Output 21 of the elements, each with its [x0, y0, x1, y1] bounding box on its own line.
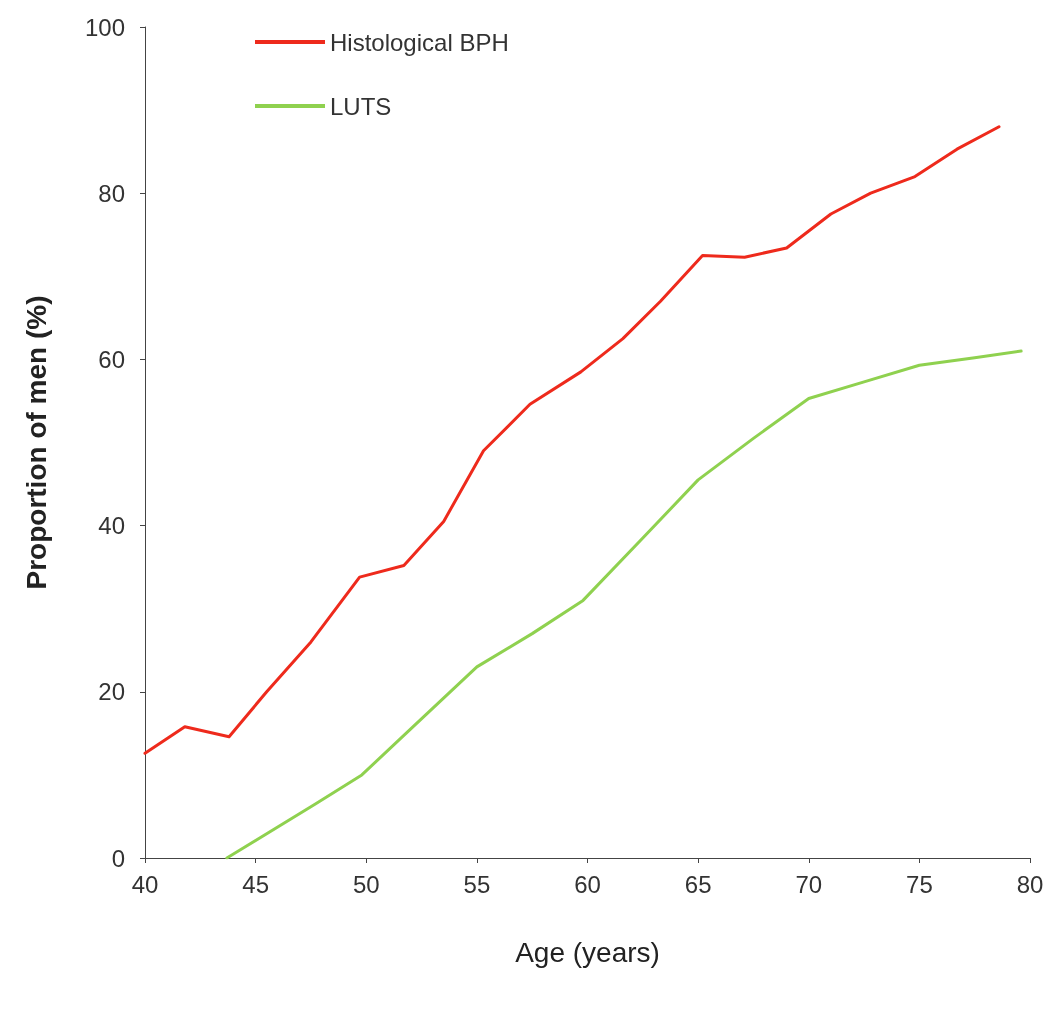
x-tick-label: 40	[131, 870, 159, 898]
x-tick-label: 45	[242, 870, 269, 898]
x-tick-label: 55	[463, 870, 491, 898]
x-tick-label: 70	[795, 870, 823, 898]
line-series	[225, 349, 1023, 860]
y-tick-label: 80	[98, 179, 125, 207]
legend-label: Histological BPH	[330, 28, 509, 56]
y-tick-label: 100	[84, 13, 125, 41]
x-tick-label: 50	[352, 870, 380, 898]
y-tick-label: 60	[98, 345, 125, 373]
y-axis-title: Proportion of men (%)	[20, 295, 52, 590]
y-tick-label: 40	[98, 512, 125, 540]
legend-label: LUTS	[330, 92, 392, 120]
x-tick-label: 80	[1016, 870, 1044, 898]
x-tick-label: 75	[906, 870, 933, 898]
x-tick-label: 60	[574, 870, 601, 898]
x-tick-label: 65	[684, 870, 712, 898]
y-tick-label: 20	[98, 678, 125, 706]
x-axis-title: Age (years)	[515, 936, 660, 968]
line-series	[143, 125, 1001, 755]
y-tick-label: 0	[111, 844, 125, 872]
